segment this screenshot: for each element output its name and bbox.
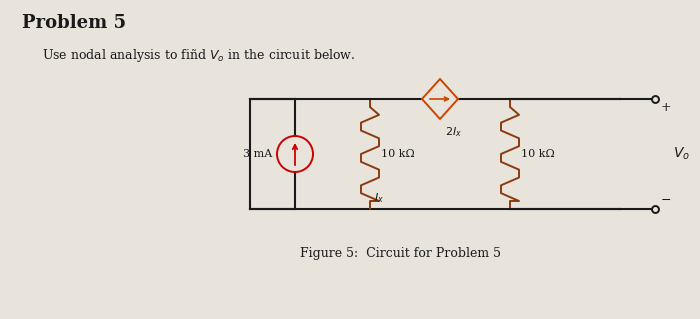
Text: $I_x$: $I_x$ (374, 191, 384, 205)
Text: $V_o$: $V_o$ (673, 146, 690, 162)
Text: $2I_x$: $2I_x$ (445, 125, 462, 139)
Text: 10 kΩ: 10 kΩ (521, 149, 554, 159)
Text: Use nodal analysis to fiñd $V_o$ in the circuit below.: Use nodal analysis to fiñd $V_o$ in the … (42, 47, 356, 64)
Text: 3 mA: 3 mA (243, 149, 272, 159)
Text: Figure 5:  Circuit for Problem 5: Figure 5: Circuit for Problem 5 (300, 248, 500, 261)
Text: 10 kΩ: 10 kΩ (381, 149, 414, 159)
Text: −: − (661, 194, 671, 207)
Text: +: + (661, 101, 671, 114)
Text: Problem 5: Problem 5 (22, 14, 126, 32)
